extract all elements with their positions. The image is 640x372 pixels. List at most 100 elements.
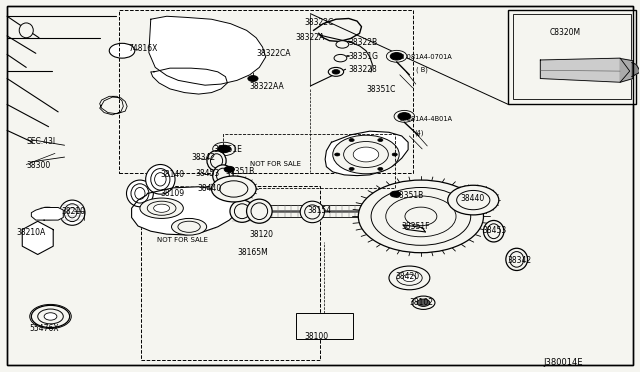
Circle shape [334,54,347,62]
Text: 38342: 38342 [507,256,531,264]
Circle shape [358,180,483,253]
Circle shape [333,135,399,174]
Circle shape [332,70,340,74]
Text: SEC.43l: SEC.43l [26,137,56,146]
Text: ( B): ( B) [416,67,428,73]
Text: 38351C: 38351C [366,85,396,94]
Text: 38140: 38140 [161,170,184,179]
Ellipse shape [147,201,176,215]
Text: 38351F: 38351F [402,222,430,231]
Ellipse shape [64,204,80,222]
Circle shape [36,207,59,221]
Circle shape [31,234,44,241]
Circle shape [412,296,435,310]
Text: 38322A: 38322A [296,33,325,42]
Circle shape [115,46,130,55]
Text: 38322CA: 38322CA [256,49,291,58]
Circle shape [344,141,388,167]
Circle shape [353,147,379,162]
Text: C8320M: C8320M [550,28,581,37]
Circle shape [405,207,437,226]
Ellipse shape [509,251,524,267]
Ellipse shape [19,23,33,38]
Circle shape [31,305,70,328]
Circle shape [371,187,470,245]
Ellipse shape [172,218,207,235]
Text: 38322B: 38322B [349,38,378,47]
Bar [223,134,396,188]
Ellipse shape [154,204,170,212]
Circle shape [220,181,248,197]
Polygon shape [132,187,240,235]
Bar [141,186,320,360]
Ellipse shape [178,221,200,232]
Circle shape [224,166,234,172]
Circle shape [218,61,230,68]
Text: B 081A4-0701A: B 081A4-0701A [400,54,452,60]
Circle shape [219,54,229,60]
Bar [296,314,353,339]
Circle shape [397,270,422,285]
Circle shape [457,190,490,210]
Ellipse shape [60,200,85,225]
Circle shape [28,232,47,243]
Ellipse shape [230,200,254,222]
Ellipse shape [131,184,149,203]
Text: 38420: 38420 [396,272,419,281]
Circle shape [218,38,230,46]
Text: 38154: 38154 [307,206,332,215]
Ellipse shape [300,201,324,223]
Circle shape [248,76,258,81]
Text: B 081A4-4B01A: B 081A4-4B01A [400,116,452,122]
Ellipse shape [212,165,233,186]
Ellipse shape [151,169,170,190]
Text: 38351G: 38351G [349,52,379,61]
Ellipse shape [211,154,223,168]
Polygon shape [31,208,63,220]
Polygon shape [22,221,53,254]
Text: 74816X: 74816X [129,44,158,53]
Text: 38120: 38120 [250,230,274,239]
Circle shape [398,113,411,120]
Text: 38100: 38100 [304,331,328,341]
Polygon shape [540,58,630,82]
Ellipse shape [135,187,145,199]
Text: 38210A: 38210A [17,228,46,237]
Circle shape [187,28,210,41]
Text: J380014E: J380014E [543,357,583,366]
Circle shape [218,145,230,153]
Ellipse shape [155,173,166,186]
Circle shape [211,176,256,202]
Circle shape [336,41,349,48]
Circle shape [392,153,397,156]
Bar [119,10,413,173]
Circle shape [44,313,57,320]
Ellipse shape [207,151,226,171]
Circle shape [335,153,340,156]
Bar [508,10,636,105]
Ellipse shape [483,221,504,242]
Circle shape [109,43,135,58]
Text: 38300: 38300 [26,161,51,170]
Circle shape [41,210,54,218]
Text: 38351E: 38351E [213,145,242,154]
Text: 38351B: 38351B [395,191,424,200]
Ellipse shape [234,204,250,219]
Ellipse shape [216,168,229,183]
Polygon shape [149,16,266,85]
Ellipse shape [68,208,77,218]
Text: 55476X: 55476X [29,324,59,333]
Circle shape [390,52,403,60]
Polygon shape [632,62,640,77]
Text: 38322C: 38322C [304,19,333,28]
Circle shape [390,191,401,197]
Text: 38342: 38342 [191,153,215,161]
Circle shape [386,196,456,237]
Circle shape [448,185,499,215]
Circle shape [38,309,63,324]
Text: 38322AA: 38322AA [250,82,285,91]
Circle shape [387,50,407,62]
Polygon shape [620,58,633,82]
Circle shape [417,299,430,307]
Text: 38351B: 38351B [225,167,255,176]
